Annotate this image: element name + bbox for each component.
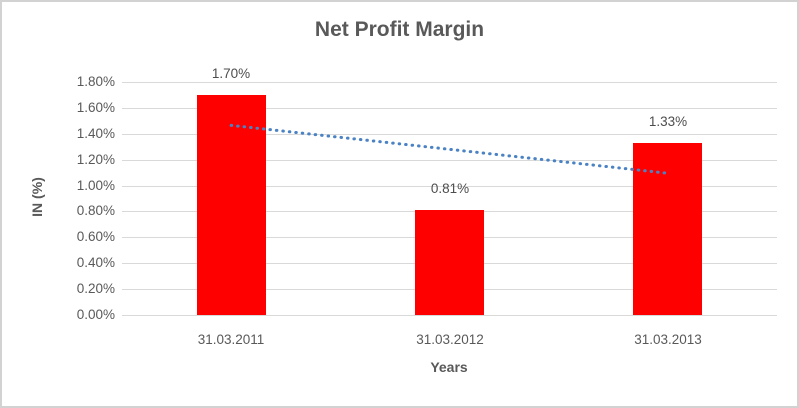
- y-tick-label: 1.80%: [76, 74, 115, 89]
- y-axis-title: IN (%): [29, 177, 45, 217]
- bar-31.03.2013: [633, 143, 702, 315]
- y-tick-label: 0.80%: [76, 203, 115, 218]
- bar-value-label: 0.81%: [430, 181, 470, 196]
- bar-value-label: 1.33%: [648, 114, 688, 129]
- gridline: [122, 82, 777, 83]
- bar-value-label: 1.70%: [211, 66, 251, 81]
- x-tick-label: 31.03.2013: [634, 332, 702, 347]
- gridline: [122, 186, 777, 187]
- y-tick-label: 0.40%: [76, 255, 115, 270]
- gridline: [122, 315, 777, 316]
- y-tick-label: 0.00%: [76, 307, 115, 322]
- x-axis-title: Years: [430, 359, 468, 375]
- chart-title: Net Profit Margin: [314, 18, 485, 41]
- gridline: [122, 108, 777, 109]
- y-tick-label: 0.60%: [76, 229, 115, 244]
- y-tick-label: 1.00%: [76, 178, 115, 193]
- bar-31.03.2012: [415, 210, 484, 315]
- bar-31.03.2011: [197, 95, 266, 315]
- y-tick-label: 1.40%: [76, 126, 115, 141]
- y-tick-label: 1.60%: [76, 100, 115, 115]
- x-tick-label: 31.03.2012: [416, 332, 484, 347]
- x-tick-label: 31.03.2011: [197, 332, 265, 347]
- y-tick-label: 1.20%: [76, 152, 115, 167]
- y-tick-label: 0.20%: [76, 281, 115, 296]
